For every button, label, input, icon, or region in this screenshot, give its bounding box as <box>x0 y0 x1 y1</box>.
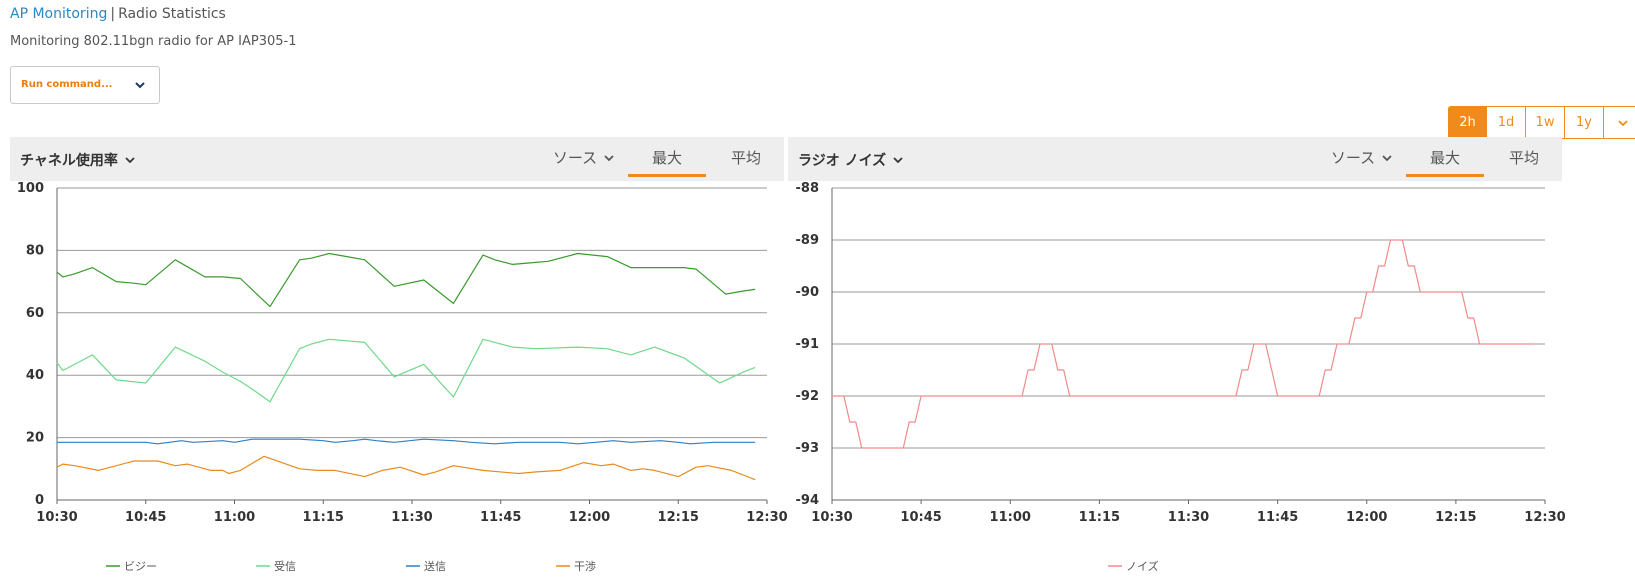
noise-max-tab[interactable]: 最大 <box>1406 147 1484 177</box>
x-tick-label: 11:30 <box>391 510 432 525</box>
chevron-down-icon <box>604 155 614 162</box>
x-tick-label: 10:30 <box>36 510 77 525</box>
x-tick-label: 12:30 <box>746 510 787 525</box>
y-tick-label: -92 <box>796 389 820 404</box>
range-1d[interactable]: 1d <box>1487 106 1526 139</box>
breadcrumb: AP Monitoring | Radio Statistics <box>10 6 226 22</box>
radio-noise-title: ラジオ ノイズ <box>798 153 887 169</box>
x-tick-label: 12:15 <box>1435 510 1476 525</box>
x-tick-label: 10:30 <box>811 510 852 525</box>
series-line <box>57 438 756 445</box>
range-more-button[interactable] <box>1604 106 1635 139</box>
legend-label: ビジー <box>124 560 157 573</box>
chevron-down-icon <box>1618 119 1628 126</box>
radio-noise-title-dropdown[interactable]: ラジオ ノイズ <box>798 150 904 170</box>
run-command-label: Run command... <box>21 79 113 90</box>
series-line <box>56 252 756 308</box>
series-line <box>832 239 1534 449</box>
x-tick-label: 11:45 <box>480 510 521 525</box>
channel-utilization-header: チャネル使用率 ソース 最大 平均 <box>10 137 784 181</box>
x-tick-label: 11:15 <box>1079 510 1120 525</box>
y-tick-label: -90 <box>796 285 820 300</box>
legend-label: 送信 <box>424 559 446 573</box>
channel-max-tab[interactable]: 最大 <box>628 147 706 177</box>
y-tick-label: -88 <box>796 181 820 196</box>
x-tick-label: 12:00 <box>1346 510 1387 525</box>
y-tick-label: -94 <box>796 493 820 508</box>
x-tick-label: 10:45 <box>900 510 941 525</box>
chevron-down-icon <box>893 157 903 164</box>
y-tick-label: 40 <box>26 368 44 383</box>
chevron-down-icon <box>125 157 135 164</box>
series-line <box>56 338 756 403</box>
breadcrumb-link-ap-monitoring[interactable]: AP Monitoring <box>10 6 108 22</box>
noise-source-tab[interactable]: ソース <box>1326 147 1398 177</box>
channel-source-label: ソース <box>552 149 598 167</box>
y-tick-label: -89 <box>796 233 820 248</box>
y-tick-label: 60 <box>26 306 44 321</box>
y-tick-label: -93 <box>796 441 820 456</box>
x-tick-label: 12:00 <box>569 510 610 525</box>
x-tick-label: 11:00 <box>214 510 255 525</box>
x-tick-label: 11:00 <box>990 510 1031 525</box>
y-tick-label: 100 <box>17 181 44 196</box>
range-2h[interactable]: 2h <box>1448 106 1487 139</box>
radio-noise-header: ラジオ ノイズ ソース 最大 平均 <box>788 137 1562 181</box>
range-1w[interactable]: 1w <box>1526 106 1565 139</box>
range-1y[interactable]: 1y <box>1565 106 1604 139</box>
x-tick-label: 12:30 <box>1524 510 1565 525</box>
channel-utilization-title-dropdown[interactable]: チャネル使用率 <box>20 150 136 170</box>
y-tick-label: 20 <box>26 431 44 446</box>
x-tick-label: 10:45 <box>125 510 166 525</box>
legend-label: 受信 <box>274 560 296 573</box>
breadcrumb-current: Radio Statistics <box>118 6 226 22</box>
channel-avg-tab[interactable]: 平均 <box>730 149 761 167</box>
y-tick-label: -91 <box>796 337 820 352</box>
y-tick-label: 80 <box>26 243 44 258</box>
legend-label: ノイズ <box>1126 559 1159 573</box>
run-command-dropdown[interactable]: Run command... <box>10 66 160 104</box>
x-tick-label: 11:45 <box>1257 510 1298 525</box>
time-range-selector: 2h 1d 1w 1y <box>1448 106 1635 139</box>
noise-avg-tab[interactable]: 平均 <box>1508 149 1539 167</box>
x-tick-label: 11:30 <box>1168 510 1209 525</box>
series-line <box>56 455 756 481</box>
chevron-down-icon <box>1382 155 1392 162</box>
channel-utilization-title: チャネル使用率 <box>20 153 118 169</box>
noise-source-label: ソース <box>1330 149 1376 167</box>
breadcrumb-separator: | <box>110 6 116 22</box>
x-tick-label: 11:15 <box>303 510 344 525</box>
y-tick-label: 0 <box>35 493 44 508</box>
page-subtitle: Monitoring 802.11bgn radio for AP IAP305… <box>10 34 297 49</box>
channel-source-tab[interactable]: ソース <box>548 147 620 177</box>
legend-label: 干渉 <box>574 559 596 573</box>
chevron-down-icon <box>135 82 145 89</box>
x-tick-label: 12:15 <box>658 510 699 525</box>
